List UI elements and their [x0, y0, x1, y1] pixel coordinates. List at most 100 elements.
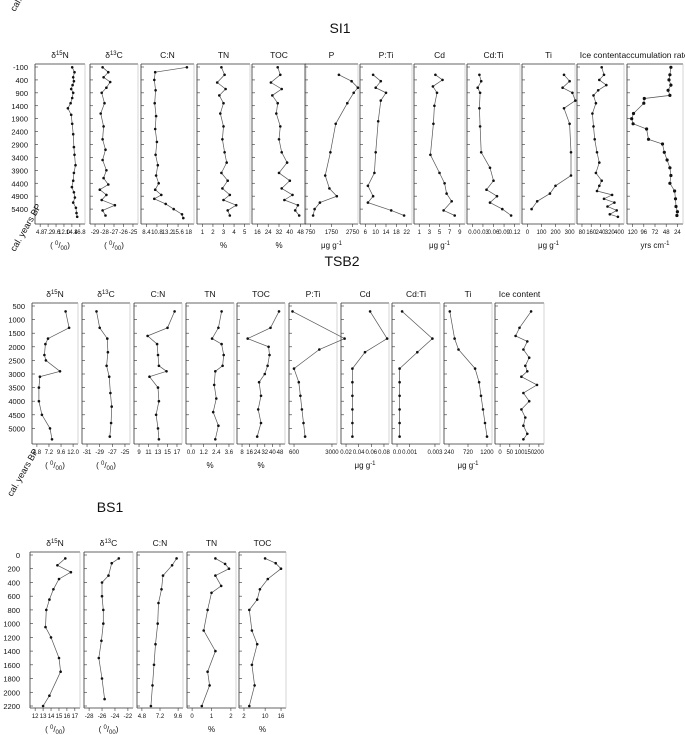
- data-point: [100, 594, 104, 598]
- y-tick-label: 3500: [8, 384, 25, 393]
- data-point: [214, 649, 217, 653]
- data-point: [220, 310, 223, 313]
- data-point: [591, 112, 594, 115]
- x-tick-label: 12.0: [58, 230, 70, 236]
- data-point: [492, 179, 495, 182]
- chart-title: SI1: [329, 20, 350, 36]
- data-point: [673, 197, 678, 201]
- data-point: [522, 391, 525, 395]
- x-tick-label: 3: [428, 230, 432, 236]
- data-point: [602, 73, 606, 77]
- data-point: [69, 101, 72, 105]
- data-point: [478, 107, 481, 110]
- data-point: [57, 656, 61, 660]
- x-tick-label: 100: [514, 450, 525, 456]
- x-tick-label: -26: [98, 714, 107, 720]
- x-tick-label: 8.4: [142, 230, 151, 236]
- x-tick-label: -25: [129, 230, 138, 236]
- data-point: [107, 574, 110, 577]
- data-point: [102, 608, 105, 612]
- data-point: [445, 192, 448, 195]
- data-point: [153, 188, 157, 191]
- x-tick-label: 32: [261, 450, 268, 456]
- x-tick-label: 16: [278, 714, 285, 720]
- series-line: [96, 311, 113, 437]
- y-tick-label: 4000: [8, 397, 25, 406]
- series-line: [367, 74, 405, 216]
- series-line: [211, 311, 225, 440]
- data-point: [105, 169, 108, 172]
- x-tick-label: 9.6: [174, 714, 183, 720]
- panel-unit: μg g-1: [321, 241, 343, 250]
- data-point: [105, 86, 108, 89]
- x-tick-label: 12: [32, 714, 39, 720]
- data-point: [398, 408, 401, 411]
- data-point: [72, 171, 76, 175]
- series-line: [246, 311, 280, 437]
- data-point: [450, 200, 454, 203]
- data-point: [106, 337, 109, 340]
- data-point: [530, 207, 533, 211]
- x-tick-label: -27: [110, 230, 119, 236]
- data-point: [40, 413, 44, 417]
- data-point: [568, 122, 571, 126]
- data-point: [217, 424, 220, 428]
- data-point: [526, 370, 529, 373]
- data-point: [453, 337, 456, 340]
- panel-3: [196, 63, 251, 227]
- data-point: [610, 193, 614, 197]
- panel-unit: μg g-1: [429, 241, 451, 250]
- data-point: [37, 399, 41, 403]
- panel-label: Ti: [465, 289, 472, 299]
- data-point: [206, 608, 209, 612]
- x-tick-label: 48: [297, 230, 304, 236]
- y-tick-label: 1000: [3, 620, 20, 629]
- data-point: [223, 73, 226, 77]
- data-point: [568, 79, 571, 83]
- data-point: [66, 107, 70, 110]
- data-point: [202, 629, 205, 632]
- data-point: [97, 656, 101, 660]
- data-point: [154, 89, 157, 92]
- data-point: [43, 353, 46, 357]
- data-point: [276, 101, 280, 105]
- data-point: [256, 408, 260, 411]
- data-point: [389, 209, 393, 212]
- x-tick-label: 0.0: [468, 230, 477, 236]
- data-point: [291, 310, 294, 313]
- x-tick-label: 6: [364, 230, 368, 236]
- y-tick-label: 900: [15, 89, 28, 98]
- x-tick-label: -29: [95, 450, 104, 456]
- data-point: [642, 101, 646, 105]
- panel-label: Cd: [434, 50, 445, 60]
- data-point: [102, 622, 105, 625]
- data-point: [668, 93, 672, 97]
- data-point: [535, 200, 539, 203]
- data-point: [70, 96, 74, 100]
- data-point: [453, 214, 457, 217]
- x-tick-label: 4.8: [36, 230, 45, 236]
- x-tick-label: 160: [586, 230, 597, 236]
- data-point: [46, 337, 50, 340]
- data-point: [488, 166, 492, 170]
- data-point: [280, 187, 284, 190]
- data-point: [277, 138, 281, 141]
- data-point: [214, 557, 217, 560]
- panel-4: [236, 302, 286, 447]
- data-point: [280, 87, 284, 91]
- x-tick-label: 1: [201, 230, 205, 236]
- data-point: [263, 557, 267, 560]
- x-tick-label: 0.0: [393, 450, 402, 456]
- data-point: [208, 684, 211, 687]
- series-line: [430, 74, 455, 216]
- data-point: [501, 207, 504, 211]
- data-point: [104, 148, 107, 151]
- panel-unit: μg g-1: [457, 461, 479, 470]
- data-point: [72, 191, 76, 194]
- x-tick-label: 0.0: [187, 450, 196, 456]
- panel-label: P: [329, 50, 335, 60]
- data-point: [598, 184, 601, 188]
- data-point: [275, 112, 278, 115]
- data-point: [155, 342, 159, 346]
- x-tick-label: 24: [265, 230, 272, 236]
